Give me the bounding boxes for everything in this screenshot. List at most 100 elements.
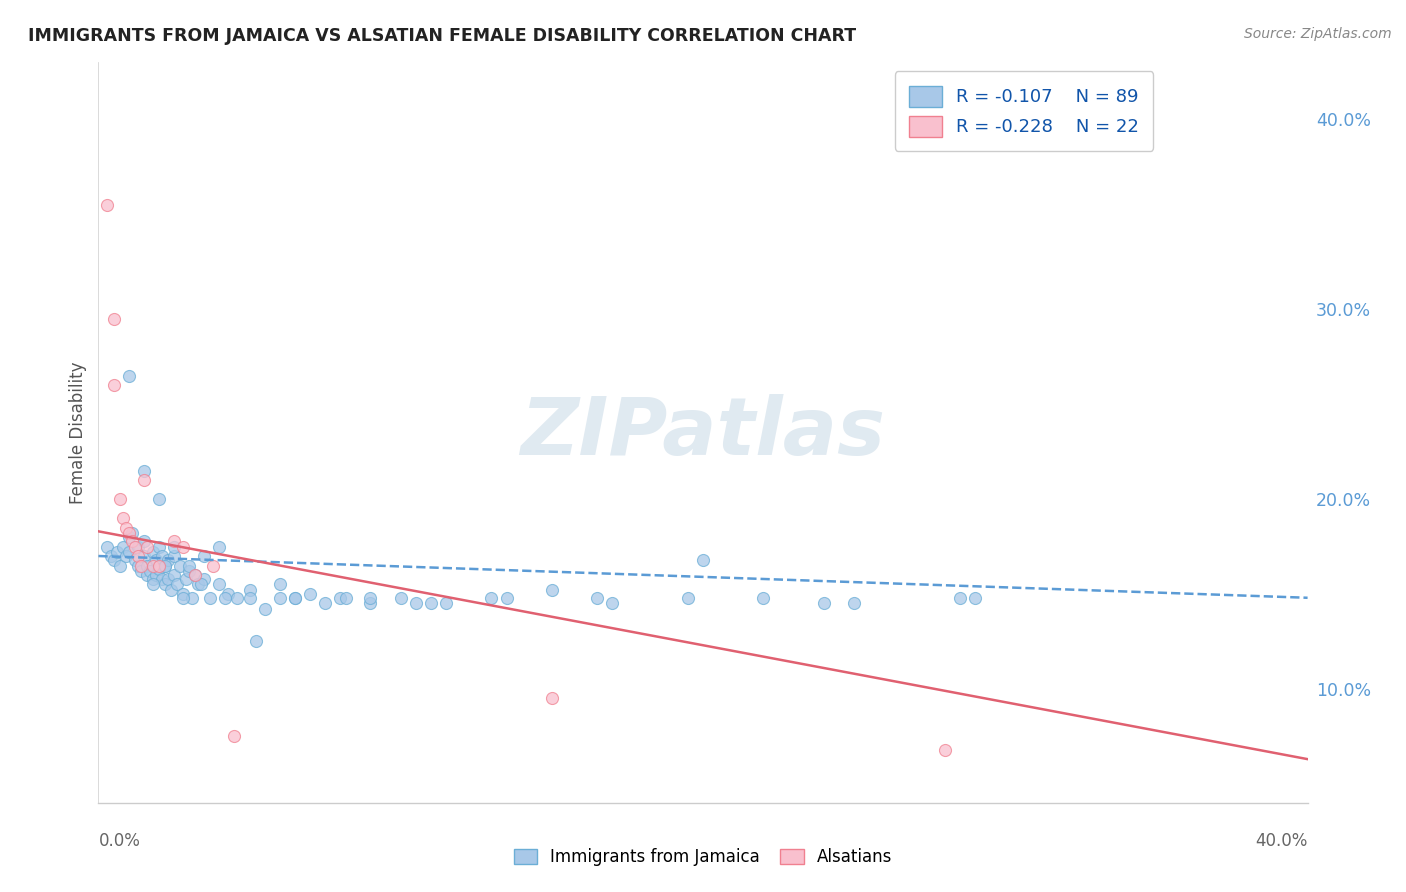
Point <box>217 587 239 601</box>
Point <box>226 591 249 605</box>
Point <box>434 597 457 611</box>
Point <box>139 564 162 578</box>
Point <box>245 634 267 648</box>
Point <box>752 591 775 605</box>
Point <box>121 526 143 541</box>
Text: 40.0%: 40.0% <box>1256 832 1308 850</box>
Point <box>148 562 170 576</box>
Point <box>153 558 176 573</box>
Text: Source: ZipAtlas.com: Source: ZipAtlas.com <box>1244 27 1392 41</box>
Point <box>114 549 136 563</box>
Point <box>150 549 173 563</box>
Point <box>142 545 165 559</box>
Point <box>314 597 336 611</box>
Point <box>132 549 155 563</box>
Point <box>96 540 118 554</box>
Point <box>148 491 170 506</box>
Point <box>179 558 201 573</box>
Point <box>360 597 382 611</box>
Point <box>208 540 231 554</box>
Point <box>153 577 176 591</box>
Point <box>103 378 125 392</box>
Point <box>127 549 149 563</box>
Point <box>208 577 231 591</box>
Point <box>844 597 866 611</box>
Text: 0.0%: 0.0% <box>98 832 141 850</box>
Point <box>179 564 201 578</box>
Point <box>193 549 215 563</box>
Point <box>121 533 143 548</box>
Point <box>127 558 149 573</box>
Point <box>132 464 155 478</box>
Point <box>253 602 276 616</box>
Point <box>124 553 146 567</box>
Point <box>481 591 503 605</box>
Point <box>360 591 382 605</box>
Point <box>148 558 170 573</box>
Point <box>299 587 322 601</box>
Point <box>129 564 152 578</box>
Point <box>145 553 167 567</box>
Point <box>965 591 987 605</box>
Point <box>156 553 179 567</box>
Point <box>100 549 122 563</box>
Point <box>200 591 222 605</box>
Point <box>934 742 956 756</box>
Point <box>335 591 357 605</box>
Point <box>163 540 186 554</box>
Point <box>540 691 562 706</box>
Point <box>169 558 191 573</box>
Point <box>329 591 352 605</box>
Point <box>190 577 212 591</box>
Point <box>813 597 835 611</box>
Point <box>949 591 972 605</box>
Text: IMMIGRANTS FROM JAMAICA VS ALSATIAN FEMALE DISABILITY CORRELATION CHART: IMMIGRANTS FROM JAMAICA VS ALSATIAN FEMA… <box>28 27 856 45</box>
Point <box>239 583 262 598</box>
Point <box>124 540 146 554</box>
Point <box>172 587 194 601</box>
Point <box>105 545 128 559</box>
Point <box>153 558 176 573</box>
Legend: Immigrants from Jamaica, Alsatians: Immigrants from Jamaica, Alsatians <box>505 840 901 875</box>
Point <box>156 572 179 586</box>
Point <box>172 591 194 605</box>
Text: ZIPatlas: ZIPatlas <box>520 393 886 472</box>
Point <box>103 311 125 326</box>
Point <box>160 583 183 598</box>
Point <box>184 568 207 582</box>
Point <box>132 533 155 548</box>
Point <box>103 553 125 567</box>
Point <box>111 540 134 554</box>
Point <box>118 368 141 383</box>
Point <box>118 530 141 544</box>
Y-axis label: Female Disability: Female Disability <box>69 361 87 504</box>
Point <box>269 577 291 591</box>
Point <box>187 577 209 591</box>
Point <box>420 597 443 611</box>
Point <box>214 591 236 605</box>
Point <box>239 591 262 605</box>
Point <box>96 198 118 212</box>
Point <box>150 572 173 586</box>
Point <box>224 730 246 744</box>
Point <box>118 545 141 559</box>
Point <box>129 558 152 573</box>
Point <box>135 558 157 573</box>
Point <box>108 558 131 573</box>
Point <box>111 511 134 525</box>
Point <box>202 558 225 573</box>
Point <box>172 540 194 554</box>
Point <box>114 520 136 534</box>
Point <box>163 568 186 582</box>
Point <box>118 526 141 541</box>
Point <box>495 591 517 605</box>
Point <box>148 540 170 554</box>
Point <box>181 591 204 605</box>
Point <box>132 473 155 487</box>
Point <box>586 591 609 605</box>
Legend: R = -0.107    N = 89, R = -0.228    N = 22: R = -0.107 N = 89, R = -0.228 N = 22 <box>894 71 1153 151</box>
Point <box>127 540 149 554</box>
Point <box>135 568 157 582</box>
Point <box>389 591 412 605</box>
Point <box>676 591 699 605</box>
